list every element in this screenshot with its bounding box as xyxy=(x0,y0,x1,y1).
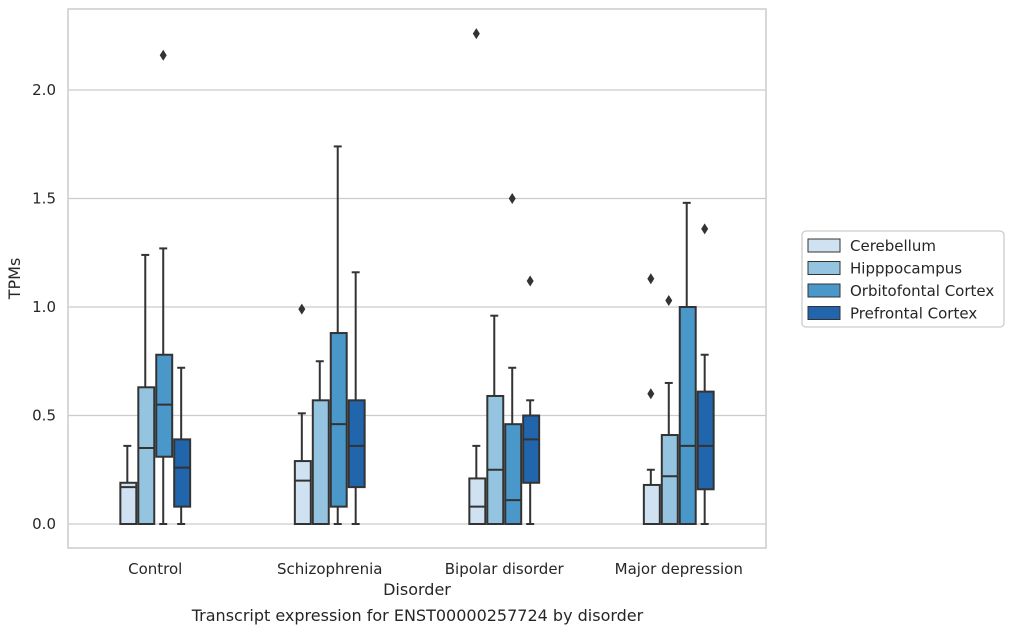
legend-box xyxy=(801,230,1005,328)
x-axis-label: Disorder xyxy=(383,580,451,599)
box-orbitofontal-cortex xyxy=(504,423,523,525)
box-orbitofontal-cortex xyxy=(155,353,174,458)
legend-swatch xyxy=(807,238,841,253)
outlier-point xyxy=(665,294,673,306)
legend-swatch xyxy=(807,261,841,275)
box-hipppocampus xyxy=(486,394,505,525)
legend-label: Orbitofontal Cortex xyxy=(850,282,994,300)
x-tick-label: Bipolar disorder xyxy=(445,560,565,578)
outlier-point xyxy=(647,273,655,285)
outlier-point xyxy=(159,49,167,61)
x-tick-label: Control xyxy=(128,560,182,578)
legend-label: Hipppocampus xyxy=(850,260,962,278)
legend-swatch xyxy=(807,306,841,320)
y-tick-label: 0.5 xyxy=(32,407,56,425)
outlier-point xyxy=(298,303,306,315)
legend-label: Cerebellum xyxy=(850,237,936,255)
box-cerebellum xyxy=(293,460,312,526)
outlier-point xyxy=(701,223,709,235)
box-orbitofontal-cortex xyxy=(329,332,348,508)
outlier-point xyxy=(472,28,480,40)
outlier-point xyxy=(647,388,655,400)
box-hipppocampus xyxy=(137,386,156,526)
y-tick-label: 2.0 xyxy=(32,81,56,99)
box-orbitofontal-cortex xyxy=(678,306,697,525)
figure-caption: Transcript expression for ENST0000025772… xyxy=(191,606,644,625)
box-prefrontal-cortex xyxy=(522,414,541,484)
box-hipppocampus xyxy=(660,434,679,525)
box-cerebellum xyxy=(468,477,487,525)
plot-frame xyxy=(67,8,767,549)
x-tick-label: Schizophrenia xyxy=(277,560,382,578)
box-hipppocampus xyxy=(311,399,330,525)
x-tick-label: Major depression xyxy=(615,560,743,578)
box-prefrontal-cortex xyxy=(173,438,192,508)
outlier-point xyxy=(508,193,516,204)
y-tick-label: 0.0 xyxy=(32,515,56,533)
box-cerebellum xyxy=(119,481,138,525)
outlier-point xyxy=(526,275,534,287)
y-axis-label: TPMs xyxy=(5,258,24,301)
legend-swatch xyxy=(807,283,841,298)
y-tick-label: 1.5 xyxy=(32,190,56,208)
box-prefrontal-cortex xyxy=(347,399,366,489)
legend-label: Prefrontal Cortex xyxy=(850,305,977,323)
box-cerebellum xyxy=(642,483,661,526)
y-tick-label: 1.0 xyxy=(32,298,56,316)
box-prefrontal-cortex xyxy=(696,390,715,491)
